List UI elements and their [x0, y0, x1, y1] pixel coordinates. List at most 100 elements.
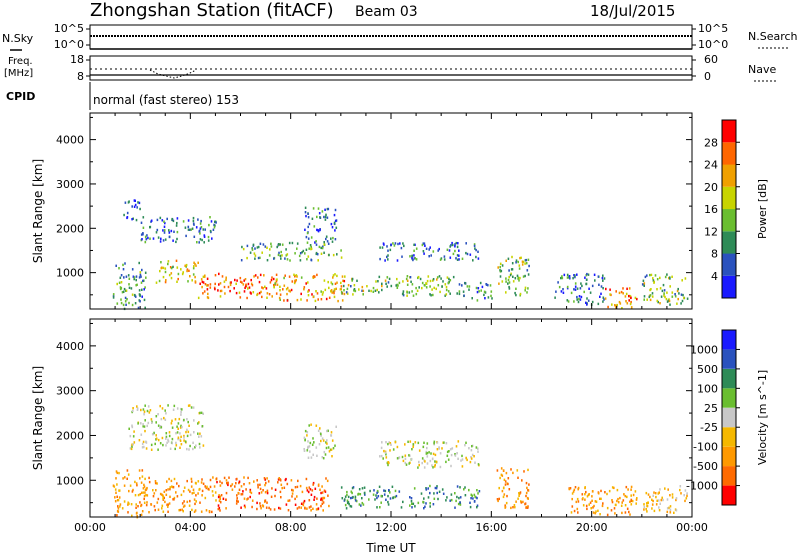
data-cell — [307, 255, 310, 258]
data-cell — [588, 287, 590, 290]
data-cell — [498, 486, 500, 490]
data-cell — [268, 254, 271, 257]
data-cell — [170, 272, 173, 275]
data-cell — [599, 513, 601, 516]
data-cell — [124, 262, 126, 265]
data-cell — [440, 277, 442, 280]
data-cell — [507, 257, 510, 260]
data-cell — [496, 498, 499, 501]
data-cell — [326, 216, 329, 219]
data-cell — [382, 457, 384, 460]
data-cell — [215, 499, 217, 502]
data-cell — [131, 218, 133, 221]
data-cell — [198, 241, 200, 244]
data-cell — [392, 242, 394, 245]
data-cell — [181, 272, 184, 276]
data-cell — [123, 287, 126, 291]
data-cell — [594, 279, 596, 282]
data-cell — [433, 286, 435, 290]
data-cell — [265, 481, 267, 485]
data-cell — [584, 276, 586, 279]
data-cell — [136, 283, 138, 286]
data-cell — [183, 418, 185, 422]
data-cell — [112, 296, 115, 299]
data-cell — [449, 292, 451, 295]
data-cell — [641, 283, 644, 286]
colorbar-tick-label: 12 — [704, 225, 718, 238]
data-cell — [239, 276, 242, 280]
data-cell — [340, 256, 343, 259]
data-cell — [283, 284, 286, 287]
data-cell — [649, 298, 652, 302]
data-cell — [173, 498, 175, 501]
data-cell — [277, 481, 279, 484]
data-cell — [519, 256, 521, 260]
data-cell — [384, 489, 387, 493]
data-cell — [142, 216, 145, 219]
data-cell — [410, 497, 413, 500]
data-cell — [595, 510, 597, 513]
data-cell — [588, 503, 590, 506]
data-cell — [573, 509, 576, 513]
data-cell — [286, 253, 289, 256]
data-cell — [385, 456, 388, 459]
data-cell — [319, 427, 321, 430]
data-cell — [199, 222, 202, 225]
data-cell — [554, 296, 556, 299]
data-cell — [363, 486, 366, 489]
data-cell — [266, 489, 269, 492]
data-cell — [332, 236, 334, 240]
data-cell — [436, 278, 438, 281]
data-cell — [312, 481, 315, 485]
data-cell — [620, 504, 623, 507]
data-cell — [173, 230, 175, 233]
data-cell — [264, 245, 267, 248]
data-cell — [645, 491, 648, 495]
data-cell — [165, 489, 168, 492]
data-cell — [644, 275, 647, 279]
data-cell — [465, 456, 467, 460]
data-cell — [321, 210, 324, 213]
data-cell — [169, 266, 172, 269]
data-cell — [405, 463, 408, 466]
data-cell — [159, 404, 161, 408]
data-cell — [143, 485, 146, 488]
data-cell — [199, 432, 201, 435]
data-cell — [490, 294, 492, 298]
data-cell — [571, 505, 574, 508]
data-cell — [297, 479, 299, 483]
data-cell — [643, 505, 646, 509]
data-cell — [451, 243, 454, 247]
data-cell — [620, 290, 623, 294]
data-cell — [477, 463, 480, 466]
data-cell — [179, 407, 182, 411]
data-cell — [219, 480, 221, 483]
data-cell — [566, 276, 569, 279]
data-cell — [218, 506, 221, 510]
data-cell — [153, 492, 156, 495]
data-cell — [307, 225, 309, 229]
data-cell — [458, 292, 461, 296]
data-cell — [334, 208, 337, 212]
data-cell — [299, 252, 302, 255]
data-cell — [192, 441, 194, 444]
data-cell — [394, 489, 397, 493]
data-cell — [519, 491, 522, 494]
data-cell — [254, 257, 256, 260]
data-cell — [150, 448, 153, 451]
data-cell — [424, 460, 426, 463]
data-cell — [500, 467, 503, 470]
data-cell — [279, 289, 281, 292]
data-cell — [246, 256, 248, 260]
data-cell — [524, 502, 526, 506]
data-cell — [396, 457, 399, 460]
data-cell — [300, 292, 302, 296]
data-cell — [361, 501, 364, 505]
data-cell — [331, 291, 333, 294]
data-cell — [125, 275, 128, 278]
data-cell — [180, 413, 182, 416]
data-cell — [358, 488, 361, 491]
x-tick-label: 12:00 — [375, 521, 407, 534]
data-cell — [597, 275, 600, 278]
